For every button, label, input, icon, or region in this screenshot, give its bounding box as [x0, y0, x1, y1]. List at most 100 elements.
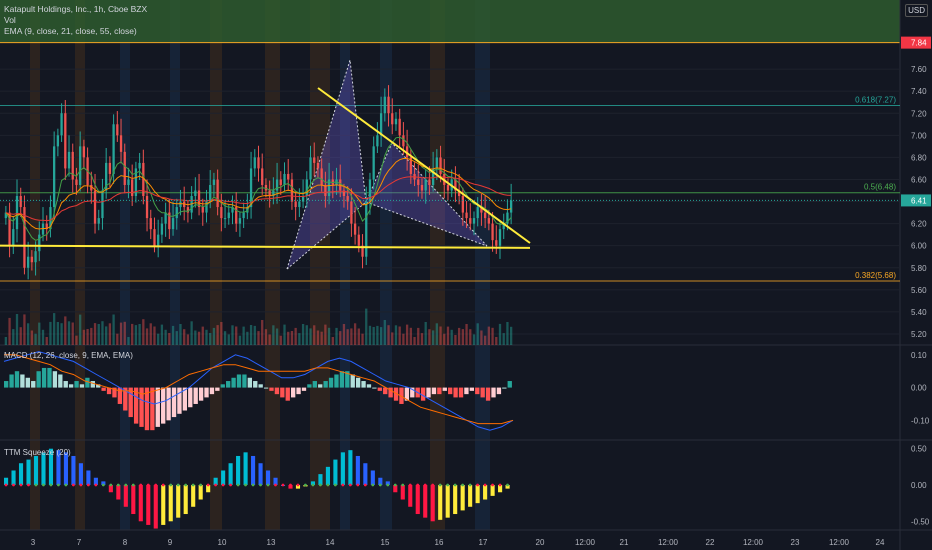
candle-body	[19, 196, 22, 208]
ttm-squeeze-dot	[423, 483, 427, 487]
macd-histogram-bar	[361, 381, 366, 388]
ttm-squeeze-dot	[244, 483, 247, 487]
candle-body	[60, 113, 63, 136]
volume-bar	[305, 325, 308, 345]
candle-body	[305, 179, 308, 197]
volume-bar	[108, 323, 112, 345]
ttm-squeeze-dot	[176, 483, 180, 487]
volume-bar	[82, 329, 86, 345]
ttm-squeeze-dot	[401, 483, 405, 487]
macd-histogram-bar	[253, 381, 258, 388]
ttm-squeeze-dot	[139, 483, 143, 487]
volume-bar	[413, 337, 416, 345]
ttm-bar	[445, 485, 450, 518]
ttm-bar	[93, 477, 98, 485]
candle-body	[476, 207, 479, 219]
candle-body	[26, 256, 30, 268]
fib-level-label: 0.382(5.68)	[855, 271, 896, 280]
ttm-squeeze-dot	[206, 483, 210, 487]
ttm-bar	[116, 485, 121, 500]
volume-bar	[142, 319, 145, 345]
volume-bar	[90, 327, 93, 345]
currency-label[interactable]: USD	[905, 4, 928, 17]
price-tick-label: 7.60	[911, 65, 927, 74]
macd-histogram-bar	[9, 374, 14, 388]
candle-body	[372, 146, 375, 180]
volume-bar	[216, 325, 219, 345]
macd-histogram-bar	[209, 387, 215, 395]
candle-body	[53, 146, 56, 208]
fib-level-label: 0.618(7.27)	[855, 96, 896, 105]
candle-body	[56, 135, 60, 147]
candle-body	[272, 190, 275, 197]
volume-bar	[476, 323, 479, 345]
macd-histogram-bar	[242, 374, 247, 388]
volume-bar	[342, 324, 346, 345]
candle-body	[160, 223, 164, 235]
volume-bar	[431, 330, 435, 345]
candle-body	[246, 207, 249, 213]
volume-bar	[67, 321, 71, 345]
ttm-squeeze-dot	[124, 483, 128, 487]
ttm-bar	[33, 455, 39, 485]
macd-histogram-bar	[448, 387, 453, 395]
ttm-squeeze-dot	[42, 483, 45, 487]
macd-histogram-bar	[90, 381, 95, 388]
ttm-squeeze-dot	[498, 483, 502, 487]
ttm-squeeze-dot	[363, 483, 367, 487]
macd-tick-label: 0.10	[911, 351, 927, 360]
volume-bar	[38, 322, 41, 345]
macd-histogram-bar	[453, 387, 458, 398]
ttm-squeeze-dot	[446, 483, 450, 487]
candle-body	[506, 212, 509, 224]
x-tick-label: 12:00	[658, 538, 679, 547]
ttm-bar	[221, 470, 226, 485]
candle-body	[461, 196, 464, 213]
candle-body	[131, 179, 134, 197]
macd-histogram-bar	[106, 387, 112, 395]
volume-bar	[379, 327, 383, 345]
macd-histogram-bar	[128, 387, 133, 418]
macd-histogram-bar	[41, 367, 47, 388]
last-price-label: 6.41	[911, 196, 927, 205]
volume-bar	[190, 321, 193, 345]
ttm-squeeze-dot	[199, 483, 203, 487]
ttm-squeeze-dot	[468, 483, 472, 487]
session-band	[120, 0, 130, 530]
macd-histogram-bar	[4, 381, 9, 388]
volume-bar	[439, 326, 442, 345]
volume-bar	[272, 325, 275, 345]
volume-bar	[112, 314, 115, 345]
candle-body	[197, 190, 201, 208]
x-tick-label: 7	[77, 538, 82, 547]
ttm-bar	[325, 466, 330, 485]
volume-bar	[34, 333, 37, 345]
macd-series-line	[3, 351, 514, 431]
volume-bar	[316, 330, 320, 345]
macd-histogram-bar	[480, 387, 485, 398]
candle-body	[23, 207, 26, 268]
macd-histogram-bar	[485, 387, 491, 401]
price-tag-box	[901, 36, 931, 49]
volume-bar	[41, 329, 45, 345]
volume-bar	[201, 326, 204, 345]
ttm-tick-label: 0.00	[911, 481, 927, 490]
candle-body	[387, 96, 390, 114]
volume-bar	[223, 331, 227, 345]
volume-bar	[327, 327, 331, 345]
x-tick-label: 24	[876, 538, 885, 547]
macd-histogram-bar	[215, 387, 220, 391]
x-tick-label: 3	[31, 538, 36, 547]
ttm-squeeze-dot	[154, 483, 158, 487]
candle-body	[398, 118, 401, 136]
candle-body	[446, 184, 450, 191]
volume-bar	[298, 333, 301, 345]
candle-body	[149, 218, 152, 230]
candle-body	[127, 179, 130, 185]
macd-histogram-bar	[296, 387, 301, 395]
ttm-bar	[430, 485, 435, 522]
volume-bar	[53, 313, 56, 345]
candle-body	[134, 168, 138, 197]
candle-body	[509, 200, 513, 213]
